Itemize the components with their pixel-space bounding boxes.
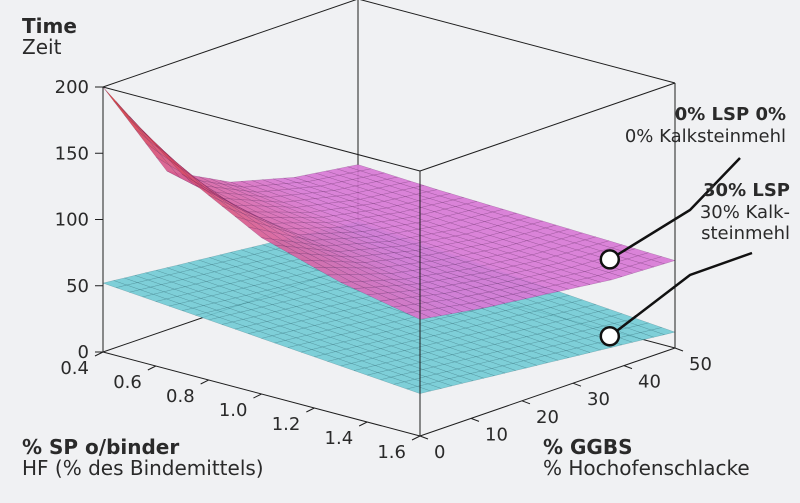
y-tick-label: 40 xyxy=(638,372,661,393)
y-tick-mark xyxy=(623,365,633,370)
surface-patch xyxy=(405,311,432,320)
y-tick-mark xyxy=(521,400,531,405)
box-edge-top-back xyxy=(359,0,676,84)
surface-patch xyxy=(544,352,570,361)
surface-patch xyxy=(629,262,655,271)
surface-patch xyxy=(618,265,644,274)
x-tick-mark xyxy=(358,421,368,427)
y-tick-label: 20 xyxy=(536,407,559,428)
y-tick-mark xyxy=(572,382,582,387)
surface-patch xyxy=(437,306,464,314)
x-axis-title-en: % SP o/binder xyxy=(22,435,180,459)
z-tick-label: 200 xyxy=(55,77,89,98)
z-axis-title-de: Zeit xyxy=(22,35,62,59)
surfaces-layer xyxy=(102,86,676,394)
y-tick-mark xyxy=(419,435,429,440)
annotation-0-lsp: 0% LSP 0% 0% Kalksteinmehl xyxy=(625,104,786,147)
x-tick-label: 1.4 xyxy=(325,428,354,449)
box-edge-top-left xyxy=(102,0,357,88)
y-axis-title-de: % Hochofenschlacke xyxy=(543,456,750,480)
surface-patch xyxy=(469,300,496,309)
box-edge-top-front xyxy=(102,86,421,172)
surface-patch xyxy=(448,304,475,313)
box-edge-top-right xyxy=(419,82,676,172)
surface-patch xyxy=(512,291,538,299)
z-tick-label: 0 xyxy=(78,342,89,363)
y-tick-mark xyxy=(470,417,480,422)
x-tick-label: 1.6 xyxy=(377,442,406,463)
x-tick-label: 0.4 xyxy=(60,358,89,379)
y-tick-mark xyxy=(674,347,684,352)
surface-patch xyxy=(629,332,655,341)
x-tick-label: 0.8 xyxy=(166,386,195,407)
y-tick-label: 0 xyxy=(434,442,445,463)
annotation-30-lsp-line3: steinmehl xyxy=(701,223,790,245)
callout-marker-30-lsp xyxy=(599,326,621,347)
surface-patch xyxy=(416,309,443,318)
x-tick-mark xyxy=(94,351,104,357)
surface-patch xyxy=(134,128,159,153)
z-tick-label: 100 xyxy=(55,210,89,231)
x-tick-mark xyxy=(200,379,209,385)
ticks-layer: 0 50 100 150 200 0.4 0.6 0.8 1.0 1.2 1.4 1.6 0 10 20 30… xyxy=(55,77,712,463)
x-tick-label: 0.6 xyxy=(113,372,142,393)
surface-patch xyxy=(586,275,613,283)
callout-line-30-lsp xyxy=(609,251,753,338)
y-axis-title-en: % GGBS xyxy=(543,435,633,459)
x-tick-mark xyxy=(306,407,315,413)
surface-patch xyxy=(639,259,666,268)
y-tick-label: 30 xyxy=(587,389,610,410)
surface-patch xyxy=(490,296,517,304)
y-tick-label: 50 xyxy=(689,354,712,375)
x-tick-mark xyxy=(411,435,421,441)
surface-patch xyxy=(124,114,149,140)
x-tick-label: 1.0 xyxy=(219,400,248,421)
z-axis-title-en: Time xyxy=(22,14,77,38)
x-tick-mark xyxy=(253,393,262,399)
z-tick-label: 50 xyxy=(66,276,89,297)
annotation-0-lsp-subtitle: 0% Kalksteinmehl xyxy=(624,125,786,147)
x-tick-label: 1.2 xyxy=(272,414,301,435)
callout-line-0-lsp xyxy=(609,157,741,261)
x-tick-mark xyxy=(147,365,157,371)
y-tick-label: 10 xyxy=(485,424,508,445)
box-edge-bottom-right xyxy=(419,347,676,437)
annotation-30-lsp: 30% LSP 30% Kalk- steinmehl xyxy=(700,180,790,245)
surface-patch xyxy=(448,375,474,384)
annotation-30-lsp-line2: 30% Kalk- xyxy=(699,201,790,223)
z-tick-label: 150 xyxy=(55,143,89,164)
x-axis-title-de: HF (% des Bindemittels) xyxy=(22,456,264,480)
x-axis-title: % SP o/binder HF (% des Bindemittels) xyxy=(22,437,264,479)
surface-patch xyxy=(459,373,485,382)
surface-patch xyxy=(405,386,432,394)
z-axis-title: Time Zeit xyxy=(22,16,77,58)
y-axis-title: % GGBS % Hochofenschlacke xyxy=(543,437,750,479)
annotation-0-lsp-title: 0% LSP 0% xyxy=(674,104,786,125)
surface-0-lsp xyxy=(102,86,676,320)
callouts-layer xyxy=(599,157,753,347)
annotation-30-lsp-title: 30% LSP xyxy=(703,180,790,201)
callout-marker-0-lsp xyxy=(599,249,621,270)
